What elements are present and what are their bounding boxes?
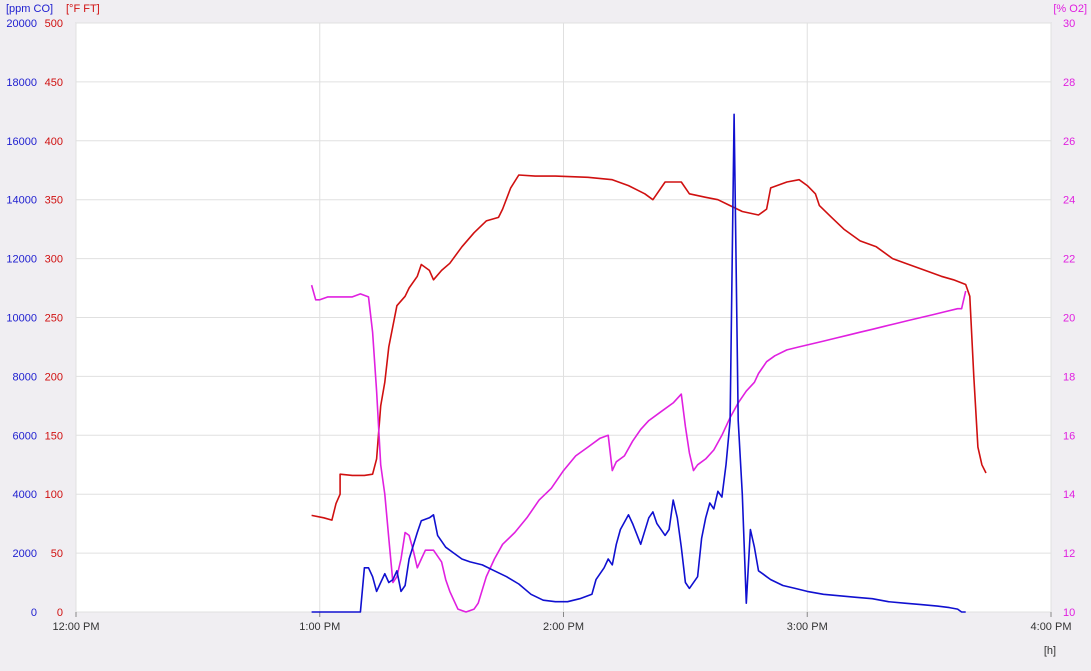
co-tick-label: 2000 — [13, 548, 37, 560]
o2-axis-label: [% O2] — [1053, 3, 1087, 15]
co-tick-label: 0 — [31, 607, 37, 619]
ft-tick-label: 150 — [45, 430, 63, 442]
co-tick-label: 12000 — [6, 254, 37, 266]
o2-tick-label: 24 — [1063, 195, 1075, 207]
ft-tick-label: 350 — [45, 195, 63, 207]
co-tick-label: 16000 — [6, 136, 37, 148]
x-tick-label: 4:00 PM — [1031, 621, 1072, 633]
o2-tick-label: 18 — [1063, 371, 1075, 383]
ft-tick-label: 50 — [51, 548, 63, 560]
series-group — [310, 113, 987, 613]
o2-tick-label: 28 — [1063, 77, 1075, 89]
co-tick-label: 6000 — [13, 430, 37, 442]
o2-tick-label: 26 — [1063, 136, 1075, 148]
ft-axis-label: [°F FT] — [66, 3, 100, 15]
series-line-ft — [311, 174, 987, 521]
ft-tick-label: 200 — [45, 371, 63, 383]
co-tick-label: 8000 — [13, 371, 37, 383]
x-tick-label: 1:00 PM — [299, 621, 340, 633]
co-axis-label: [ppm CO] — [6, 3, 53, 15]
ft-tick-label: 400 — [45, 136, 63, 148]
o2-tick-label: 16 — [1063, 430, 1075, 442]
grid-lines — [75, 22, 1052, 617]
o2-tick-label: 12 — [1063, 548, 1075, 560]
series-line-o2 — [310, 284, 967, 613]
series-line-co — [311, 113, 966, 613]
co-tick-label: 10000 — [6, 313, 37, 325]
o2-tick-label: 10 — [1063, 607, 1075, 619]
co-tick-label: 18000 — [6, 77, 37, 89]
co-tick-label: 14000 — [6, 195, 37, 207]
co-tick-label: 20000 — [6, 18, 37, 30]
x-tick-label: 12:00 PM — [52, 621, 99, 633]
ft-tick-label: 450 — [45, 77, 63, 89]
ft-tick-label: 0 — [57, 607, 63, 619]
ft-tick-label: 300 — [45, 254, 63, 266]
o2-tick-label: 14 — [1063, 489, 1075, 501]
axis-group: [ppm CO] [°F FT] [% O2] [h] 0 0 10 2000 50 12… — [6, 3, 1087, 657]
co-tick-label: 4000 — [13, 489, 37, 501]
x-axis-unit-label: [h] — [1044, 645, 1056, 657]
x-tick-label: 2:00 PM — [543, 621, 584, 633]
o2-tick-label: 20 — [1063, 313, 1075, 325]
o2-tick-label: 22 — [1063, 254, 1075, 266]
x-tick-label: 3:00 PM — [787, 621, 828, 633]
ft-tick-label: 100 — [45, 489, 63, 501]
ft-tick-label: 250 — [45, 313, 63, 325]
ft-tick-label: 500 — [45, 18, 63, 30]
o2-tick-label: 30 — [1063, 18, 1075, 30]
